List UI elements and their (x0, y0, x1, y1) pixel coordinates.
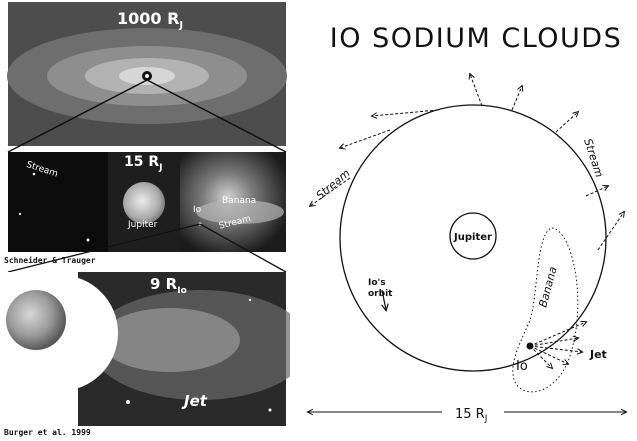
io-orbit-label-line2: orbit (368, 289, 393, 299)
credit-schneider-trauger: Schneider & Trauger (4, 256, 96, 265)
bottom-scale-sub: Io (177, 286, 187, 296)
middle-jupiter-label: Jupiter (128, 220, 158, 230)
middle-scale-sub: J (159, 162, 163, 173)
image-panels-svg (2, 2, 310, 426)
io-orbit-circle (339, 104, 607, 372)
top-image-panel (7, 2, 287, 146)
top-scale-label: 1000 RJ (117, 9, 183, 31)
middle-banana-label: Banana (222, 196, 257, 206)
zoom-line-left (7, 79, 148, 153)
bottom-jet-label: Jet (184, 392, 207, 410)
orbit-direction-arrow (382, 289, 386, 310)
middle-scale-label: 15 RJ (124, 154, 163, 173)
middle-io-label: Io (193, 205, 202, 215)
zoom-line-right-2 (199, 223, 287, 273)
middle-scale-text: 15 R (124, 154, 160, 170)
stream-arrows-top (372, 74, 522, 116)
banana-cloud-outline (512, 227, 579, 393)
jupiter-circle (449, 212, 497, 260)
bottom-scale-label: 9 RIo (150, 275, 187, 296)
diagram-title: IO SODIUM CLOUDS (330, 23, 622, 54)
stream-right-label: Stream (581, 137, 606, 179)
banana-label: Banana (536, 265, 559, 309)
jet-label: Jet (589, 348, 607, 361)
top-scale-text: 1000 R (117, 9, 180, 28)
middle-image-panel (8, 152, 286, 252)
credit-burger-et-al: Burger et al. 1999 (4, 428, 91, 437)
io-label: Io (516, 359, 528, 374)
io-moon-image (6, 290, 66, 350)
top-scale-sub: J (179, 20, 184, 32)
scale-label: 15 RJ (455, 407, 487, 424)
jupiter-label: Jupiter (453, 232, 492, 243)
stream-arrows-right (555, 112, 624, 251)
bottom-image-panel (2, 272, 310, 426)
image-panels: 1000 RJ 15 RJ Stream Jupiter Banana Io S… (0, 0, 310, 437)
jupiter-image (123, 182, 165, 224)
scale-label-text: 15 R (455, 407, 485, 422)
scale-label-bg (442, 402, 504, 422)
diagram-svg: IO SODIUM CLOUDS Jupiter Io's orbit Bana… (290, 23, 637, 424)
sodium-cloud-diagram: IO SODIUM CLOUDS Jupiter Io's orbit Bana… (290, 0, 637, 437)
zoom-line-right (146, 79, 287, 153)
io-orbit-label-line1: Io's (368, 278, 386, 288)
zoom-line-left-2 (7, 223, 201, 273)
stream-arrows-left (310, 129, 391, 206)
scale-label-sub: J (484, 414, 488, 424)
bottom-scale-text: 9 R (150, 275, 178, 293)
jet-arrows (529, 322, 586, 368)
